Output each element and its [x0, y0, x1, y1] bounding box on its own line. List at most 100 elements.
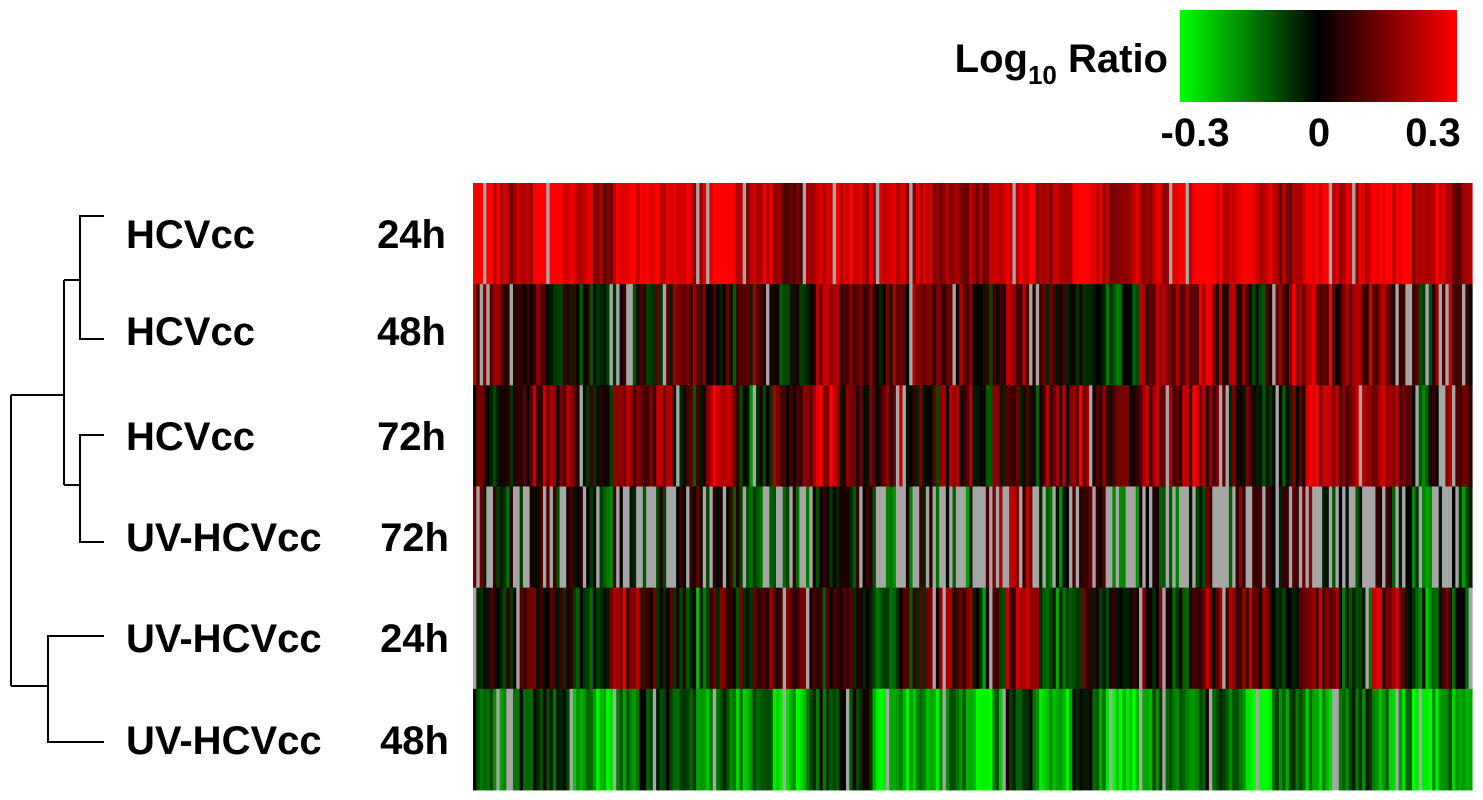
- heatmap-cell: [809, 385, 814, 487]
- heatmap-cell: [905, 688, 910, 791]
- heatmap-cell: [589, 183, 594, 285]
- heatmap-cell: [1308, 385, 1313, 487]
- heatmap-cell: [1085, 587, 1090, 690]
- heatmap-cell: [1288, 587, 1293, 690]
- heatmap-cell: [606, 284, 611, 386]
- heatmap-cell: [1332, 183, 1337, 285]
- heatmap-cell: [1418, 385, 1423, 487]
- heatmap-cell: [1208, 587, 1213, 690]
- heatmap-cell: [1242, 284, 1247, 386]
- heatmap-cell: [616, 688, 621, 791]
- heatmap-cell: [1019, 183, 1024, 285]
- heatmap-cell: [779, 385, 784, 487]
- heatmap-cell: [542, 183, 547, 285]
- heatmap-cell: [1458, 385, 1463, 487]
- heatmap-cell: [686, 385, 691, 487]
- heatmap-cell: [529, 183, 534, 285]
- heatmap-cell: [1245, 688, 1250, 791]
- heatmap-cell: [1122, 587, 1127, 690]
- heatmap-cell: [1278, 284, 1283, 386]
- heatmap-cell: [829, 688, 834, 791]
- heatmap-cell: [569, 183, 574, 285]
- heatmap-cell: [492, 486, 497, 589]
- heatmap-cell: [1398, 688, 1403, 791]
- heatmap-cell: [839, 587, 844, 690]
- heatmap-cell: [1352, 183, 1357, 285]
- heatmap-cell: [1109, 385, 1113, 487]
- heatmap-cell: [569, 587, 574, 690]
- heatmap-cell: [1162, 183, 1167, 285]
- heatmap-cell: [892, 284, 897, 386]
- heatmap-cell: [596, 183, 601, 285]
- heatmap-cell: [1129, 587, 1133, 690]
- heatmap-cell: [975, 587, 980, 690]
- heatmap-cell: [546, 183, 551, 285]
- heatmap-cell: [499, 688, 504, 791]
- heatmap-cell: [1065, 587, 1070, 690]
- heatmap-cell: [579, 486, 584, 589]
- heatmap-cell: [1385, 284, 1390, 386]
- heatmap-cell: [746, 284, 750, 386]
- heatmap-cell: [1358, 587, 1363, 690]
- heatmap-cell: [1322, 385, 1327, 487]
- heatmap-cell: [1035, 486, 1040, 589]
- heatmap-cell: [1172, 183, 1177, 285]
- heatmap-cell: [1252, 486, 1257, 589]
- heatmap-cell: [1049, 587, 1054, 690]
- heatmap-cell: [672, 385, 677, 487]
- heatmap-cell: [1185, 587, 1190, 690]
- heatmap-cell: [1298, 688, 1303, 791]
- heatmap-cell: [855, 486, 860, 589]
- heatmap-cell: [969, 688, 974, 791]
- heatmap-cell: [1388, 587, 1393, 690]
- heatmap-cell: [965, 587, 970, 690]
- heatmap-cell: [1375, 688, 1380, 791]
- heatmap-cell: [1425, 688, 1430, 791]
- heatmap-cell: [1432, 587, 1436, 690]
- heatmap-cell: [1042, 587, 1047, 690]
- heatmap-cell: [1032, 183, 1037, 285]
- heatmap-cell: [1412, 385, 1416, 487]
- heatmap-cell: [995, 284, 1000, 386]
- heatmap-cell: [729, 587, 734, 690]
- heatmap-cell: [1255, 587, 1260, 690]
- heatmap-cell: [1378, 587, 1383, 690]
- heatmap-cell: [752, 183, 757, 285]
- heatmap-cell: [859, 587, 864, 690]
- heatmap-cell: [522, 486, 527, 589]
- heatmap-cell: [699, 284, 704, 386]
- heatmap-cell: [506, 587, 511, 690]
- heatmap-cell: [562, 688, 567, 791]
- heatmap-cell: [1422, 587, 1426, 690]
- heatmap-cell: [542, 587, 547, 690]
- heatmap-cell: [925, 486, 930, 589]
- heatmap-cell: [1165, 587, 1170, 690]
- heatmap-cell: [949, 587, 954, 690]
- heatmap-cell: [1032, 587, 1037, 690]
- heatmap-cell: [1272, 385, 1277, 487]
- heatmap-cell: [1228, 183, 1233, 285]
- heatmap-cell: [1092, 587, 1097, 690]
- heatmap-cell: [1052, 183, 1057, 285]
- heatmap-cell: [1165, 688, 1170, 791]
- heatmap-cell: [482, 486, 487, 589]
- heatmap-cell: [606, 183, 611, 285]
- heatmap-cell: [622, 284, 627, 386]
- heatmap-cell: [716, 385, 721, 487]
- heatmap-cell: [1019, 385, 1024, 487]
- heatmap-cell: [736, 385, 740, 487]
- heatmap-cell: [1055, 183, 1060, 285]
- heatmap-cell: [499, 183, 504, 285]
- heatmap-cell: [499, 587, 504, 690]
- heatmap-cell: [1095, 284, 1100, 386]
- heatmap-cell: [769, 284, 774, 386]
- heatmap-cell: [1142, 486, 1147, 589]
- heatmap-cell: [1122, 688, 1127, 791]
- heatmap-cell: [1245, 385, 1250, 487]
- heatmap-cell: [566, 385, 571, 487]
- heatmap-cell: [1035, 587, 1040, 690]
- heatmap-cell: [1262, 385, 1267, 487]
- heatmap-cell: [952, 587, 957, 690]
- heatmap-cell: [1115, 587, 1120, 690]
- row-label-time-5: 48h: [380, 719, 449, 763]
